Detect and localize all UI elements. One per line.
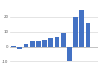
Bar	[30, 41, 34, 47]
Bar	[61, 33, 66, 47]
Bar	[17, 47, 22, 49]
Bar	[80, 10, 84, 47]
Bar	[67, 47, 72, 61]
Bar	[36, 41, 41, 47]
Bar	[42, 40, 47, 47]
Bar	[86, 23, 90, 47]
Bar	[55, 37, 59, 47]
Bar	[11, 46, 16, 47]
Bar	[24, 44, 28, 47]
Bar	[73, 17, 78, 47]
Bar	[48, 38, 53, 47]
